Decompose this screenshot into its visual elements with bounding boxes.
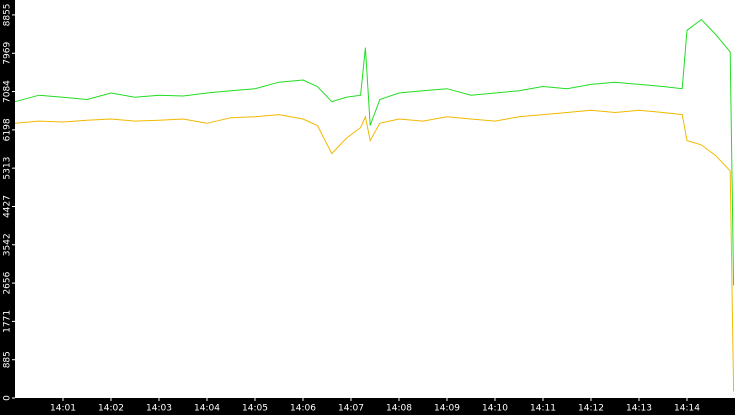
x-tick-label: 14:03 <box>146 404 172 414</box>
y-tick-label: 885 <box>3 351 13 368</box>
x-tick-label: 14:07 <box>338 404 364 414</box>
y-tick-label: 1771 <box>3 310 13 333</box>
y-tick-label: 4427 <box>3 195 13 218</box>
y-tick-label: 7084 <box>3 80 13 103</box>
x-tick-label: 14:09 <box>434 404 460 414</box>
y-tick-label: 7969 <box>3 42 13 65</box>
y-tick-label: 6198 <box>3 118 13 141</box>
x-tick-label: 14:06 <box>290 404 316 414</box>
x-tick-label: 14:14 <box>674 404 700 414</box>
y-tick-label: 8855 <box>3 3 13 26</box>
plot-area <box>15 0 735 398</box>
x-tick-label: 14:01 <box>50 404 76 414</box>
y-tick-label: 3542 <box>3 233 13 256</box>
x-tick-label: 14:12 <box>578 404 604 414</box>
x-tick-label: 14:11 <box>530 404 556 414</box>
series-line <box>14 18 735 286</box>
y-tick-label: 0 <box>3 395 13 401</box>
x-tick-label: 14:13 <box>626 404 652 414</box>
series-line <box>14 109 735 392</box>
x-tick-label: 14:04 <box>194 404 220 414</box>
x-tick-label: 14:05 <box>242 404 268 414</box>
x-tick-label: 14:10 <box>482 404 508 414</box>
y-tick-label: 2656 <box>3 271 13 294</box>
x-tick-label: 14:08 <box>386 404 412 414</box>
x-tick-label: 14:02 <box>98 404 124 414</box>
y-tick-label: 5313 <box>3 157 13 180</box>
